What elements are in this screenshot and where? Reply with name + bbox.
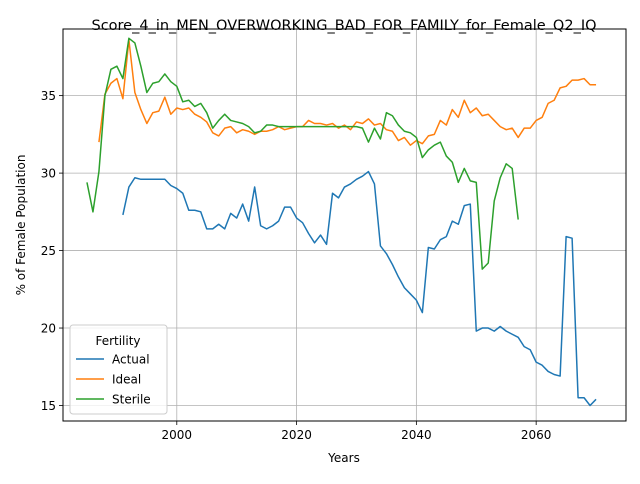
plot-area-frame [62, 28, 627, 422]
series-line-ideal [98, 39, 597, 146]
legend-box [69, 324, 168, 415]
x-axis-label: Years [327, 451, 360, 465]
chart-title: Score_4_in_MEN_OVERWORKING_BAD_FOR_FAMIL… [91, 18, 596, 34]
y-tick-label: 25 [41, 244, 56, 258]
axis-ticks: 2000 2020 2040 2060 15 20 25 30 35 [41, 89, 552, 442]
y-axis-label: % of Female Population [14, 155, 28, 296]
y-tick-label: 15 [41, 399, 56, 413]
x-tick-label: 2020 [281, 428, 312, 442]
y-tick-label: 35 [41, 89, 56, 103]
grid [63, 29, 626, 421]
legend-label-sterile: Sterile [112, 393, 151, 407]
x-tick-label: 2000 [162, 428, 193, 442]
legend-label-actual: Actual [112, 353, 150, 367]
series-line-actual [122, 170, 597, 407]
legend: Fertility Actual Ideal Sterile [69, 324, 168, 415]
legend-items: Actual Ideal Sterile [76, 353, 151, 407]
legend-title: Fertility [95, 334, 140, 348]
y-tick-label: 30 [41, 167, 56, 181]
x-tick-label: 2040 [401, 428, 432, 442]
series-lines [86, 37, 597, 407]
series-line-sterile [86, 37, 519, 270]
y-tick-label: 20 [41, 322, 56, 336]
x-tick-label: 2060 [521, 428, 552, 442]
legend-label-ideal: Ideal [112, 373, 141, 387]
